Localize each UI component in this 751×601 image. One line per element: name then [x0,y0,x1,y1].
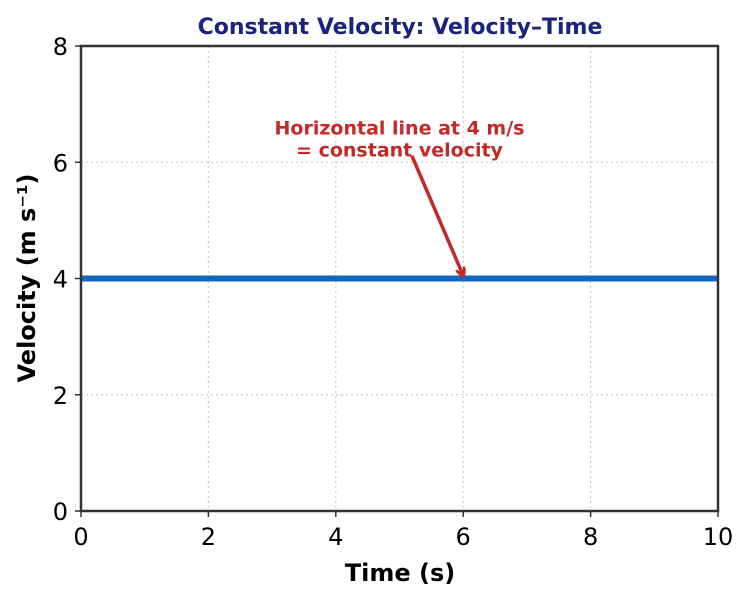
y-tick-label: 4 [53,266,68,294]
x-tick-label: 4 [328,523,343,551]
x-axis-label: Time (s) [345,559,455,587]
x-tick-label: 0 [73,523,88,551]
y-axis-label: Velocity (m s⁻¹) [13,174,41,383]
y-tick-label: 0 [53,498,68,526]
x-tick-label: 2 [201,523,216,551]
annotation: Horizontal line at 4 m/s= constant veloc… [275,117,525,276]
y-tick-label: 6 [53,149,68,177]
x-tick-label: 10 [703,523,734,551]
annotation-text-line: Horizontal line at 4 m/s [275,117,525,139]
x-tick-label: 6 [456,523,471,551]
y-tick-label: 2 [53,382,68,410]
y-tick-label: 8 [53,33,68,61]
tick-layer: 0 2 4 6 8 10 0 2 4 6 8 [53,33,734,551]
annotation-arrow [410,155,463,276]
annotation-text-line: = constant velocity [296,139,504,161]
x-tick-label: 8 [583,523,598,551]
chart-title: Constant Velocity: Velocity–Time [198,15,603,40]
